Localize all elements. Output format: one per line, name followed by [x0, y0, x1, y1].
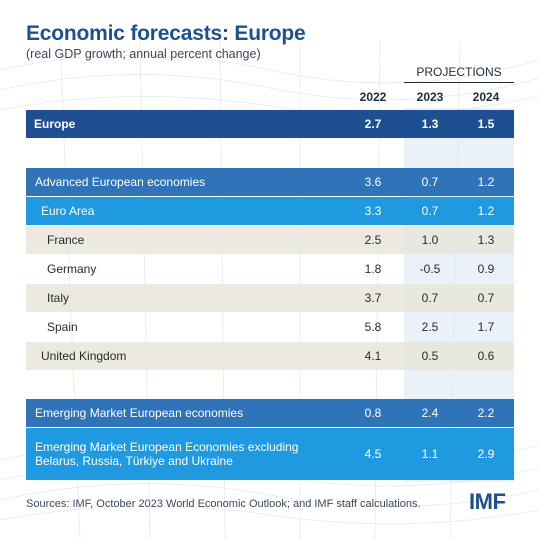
value-2024: 0.7 — [477, 291, 495, 305]
table-row-europe: Europe 2.7 1.3 1.5 — [26, 110, 514, 138]
value-2024: 1.2 — [477, 204, 495, 218]
table-row-italy: Italy 3.7 0.7 0.7 — [26, 284, 514, 312]
value-2024: 0.6 — [477, 349, 495, 363]
value-2023: 2.5 — [421, 320, 439, 334]
row-label: Emerging Market European Economies exclu… — [35, 440, 299, 468]
chart-title: Economic forecasts: Europe — [26, 22, 306, 45]
value-2024: 1.2 — [477, 175, 495, 189]
row-label: Europe — [34, 117, 76, 131]
imf-logo: IMF — [469, 489, 506, 514]
row-label: Advanced European economies — [35, 175, 206, 189]
table-row-advanced-european-economies: Advanced European economies 3.6 0.7 1.2 — [26, 168, 514, 196]
table-row-germany: Germany 1.8 -0.5 0.9 — [26, 255, 514, 283]
value-2022: 3.7 — [364, 291, 382, 305]
column-header-2023: 2023 — [416, 90, 444, 104]
value-2022: 4.1 — [364, 349, 382, 363]
value-2024: 2.2 — [477, 406, 495, 420]
value-2023: 0.7 — [421, 291, 439, 305]
table-row-united-kingdom: United Kingdom 4.1 0.5 0.6 — [26, 342, 514, 370]
row-label: Italy — [47, 291, 70, 305]
value-2023: 1.1 — [421, 447, 439, 461]
row-label: Germany — [47, 262, 97, 276]
value-2022: 3.3 — [364, 204, 382, 218]
value-2023: 0.7 — [421, 175, 439, 189]
row-label: Emerging Market European economies — [35, 406, 244, 420]
row-label: France — [47, 233, 85, 247]
value-2022: 3.6 — [364, 175, 382, 189]
value-2023: -0.5 — [419, 262, 441, 276]
value-2024: 1.3 — [477, 233, 495, 247]
table-row-france: France 2.5 1.0 1.3 — [26, 226, 514, 254]
column-header-2022: 2022 — [359, 90, 387, 104]
value-2022: 1.8 — [364, 262, 382, 276]
table-row-euro-area: Euro Area 3.3 0.7 1.2 — [26, 197, 514, 225]
value-2023: 0.5 — [421, 349, 439, 363]
value-2023: 0.7 — [421, 204, 439, 218]
value-2022: 0.8 — [364, 406, 382, 420]
value-2024: 0.9 — [477, 262, 495, 276]
value-2022: 4.5 — [364, 447, 382, 461]
table-row-spain: Spain 5.8 2.5 1.7 — [26, 313, 514, 341]
row-label: Spain — [47, 320, 78, 334]
table-row-emerging-market-excl: Emerging Market European Economies exclu… — [26, 428, 514, 480]
value-2022: 2.5 — [364, 233, 382, 247]
value-2022: 5.8 — [364, 320, 382, 334]
sources-note: Sources: IMF, October 2023 World Economi… — [26, 498, 421, 510]
row-label: United Kingdom — [41, 349, 127, 363]
value-2024: 1.5 — [477, 117, 495, 131]
projections-label: PROJECTIONS — [416, 65, 502, 79]
row-label: Euro Area — [41, 204, 95, 218]
value-2024: 2.9 — [477, 447, 495, 461]
column-header-2024: 2024 — [472, 90, 500, 104]
value-2023: 1.3 — [421, 117, 439, 131]
projections-divider — [404, 82, 514, 83]
value-2023: 2.4 — [421, 406, 439, 420]
value-2024: 1.7 — [477, 320, 495, 334]
value-2022: 2.7 — [364, 117, 382, 131]
table-row-emerging-market-european-economies: Emerging Market European economies 0.8 2.4… — [26, 399, 514, 427]
value-2023: 1.0 — [421, 233, 439, 247]
chart-subtitle: (real GDP growth; annual percent change) — [26, 47, 261, 61]
